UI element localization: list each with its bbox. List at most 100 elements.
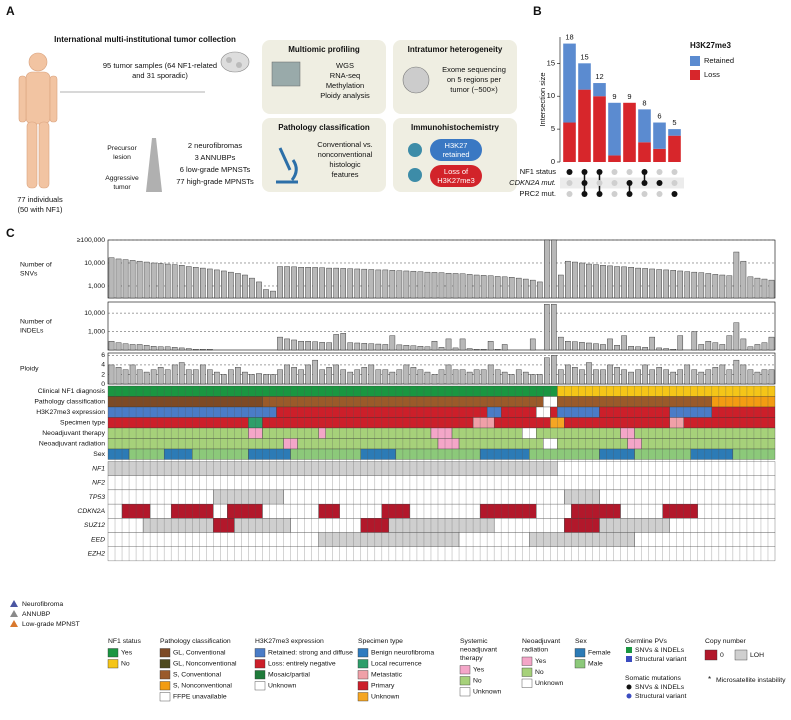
bar (333, 364, 339, 385)
bar (614, 266, 620, 299)
bar (263, 289, 269, 299)
bar (473, 349, 480, 351)
person-icon (18, 52, 58, 189)
bar (452, 273, 459, 299)
y-tick-label: 5 (551, 124, 555, 133)
bar (551, 239, 557, 299)
bar (284, 338, 290, 351)
bar (614, 367, 620, 385)
bar-segment (578, 89, 591, 162)
matrix-dot (566, 180, 573, 186)
matrix-dot (611, 169, 618, 175)
bar-segment (578, 63, 591, 90)
bar (129, 364, 136, 385)
bar (431, 374, 438, 385)
gene-label: SUZ12 (84, 522, 105, 529)
legend-label: Retained: strong and diffuse (268, 649, 353, 656)
bar (670, 270, 677, 299)
bar-segment (593, 96, 606, 162)
bar (361, 367, 368, 385)
bar (649, 369, 655, 385)
bar (726, 369, 733, 385)
legend-title: Somatic mutations (625, 675, 682, 682)
samples: 95 tumor samples (64 NF1-related (103, 61, 217, 70)
bar (551, 355, 557, 385)
bar (579, 262, 585, 299)
bar (445, 338, 452, 351)
bar (214, 269, 220, 299)
legend-label: Unknown (473, 688, 502, 695)
bar (389, 335, 396, 351)
legend-label: LOH (750, 652, 764, 659)
track-cell (550, 406, 558, 418)
matrix-dot (581, 191, 588, 197)
bar (312, 267, 318, 299)
bar (635, 369, 641, 385)
bar (157, 367, 164, 385)
bar (249, 277, 255, 299)
bar (115, 258, 122, 299)
box-line: histologic (329, 160, 361, 169)
bar-total: 9 (627, 92, 631, 101)
bar (494, 276, 501, 299)
legend-label: S, Conventional (173, 671, 221, 678)
legend-swatch (159, 659, 171, 669)
bar-total: 8 (642, 98, 646, 107)
bar (368, 269, 375, 299)
legend-label: Female (588, 649, 611, 656)
bar (607, 338, 613, 351)
bar (122, 259, 129, 299)
bar (382, 344, 389, 351)
gene-cell (557, 461, 776, 476)
bar (740, 338, 747, 351)
bar (326, 367, 332, 385)
bar (558, 369, 564, 385)
bar (691, 369, 698, 385)
track-label: Neoadjuvant radiation (39, 441, 105, 448)
box-title: Pathology classification (278, 123, 370, 132)
bar (438, 347, 445, 351)
bar (270, 290, 276, 299)
track-label: Sex (93, 451, 105, 458)
bar (347, 268, 354, 299)
bar (375, 369, 382, 385)
bar (256, 373, 262, 385)
legend-swatch (521, 678, 533, 688)
legend-swatch (357, 681, 369, 691)
y-tick-label: 1,000 (88, 328, 105, 335)
bar (192, 267, 199, 299)
bar (593, 369, 599, 385)
gene-cell (227, 503, 263, 519)
bar (733, 251, 740, 299)
track-cell (564, 417, 670, 429)
bar (389, 270, 396, 299)
bar (544, 239, 550, 299)
track-label: H3K27me3 expression (36, 409, 105, 416)
bar (656, 269, 662, 299)
legend-swatch (704, 649, 718, 661)
bar (733, 322, 740, 351)
legend-swatch (521, 667, 533, 677)
bar (726, 335, 733, 351)
bar (628, 371, 634, 385)
bar (438, 369, 445, 385)
pill-text: retained (442, 150, 469, 159)
bar (129, 344, 136, 351)
y-tick-label: 10 (547, 91, 555, 100)
bar (544, 304, 550, 351)
legend-title: Specimen type (358, 638, 403, 645)
legend-dot (626, 684, 632, 690)
bar-segment (593, 83, 606, 97)
matrix-dot (641, 180, 648, 186)
legend-swatch (159, 670, 171, 680)
track-label: INDELs (20, 327, 44, 334)
legend-swatch (574, 659, 586, 669)
bar-total: 6 (657, 112, 661, 121)
legend-label: 0 (720, 652, 724, 659)
bar (768, 336, 775, 351)
bar (206, 349, 213, 351)
legend-label: Male (588, 660, 603, 667)
legend-swatch (357, 659, 369, 669)
bar (586, 263, 592, 299)
bar (522, 371, 529, 385)
